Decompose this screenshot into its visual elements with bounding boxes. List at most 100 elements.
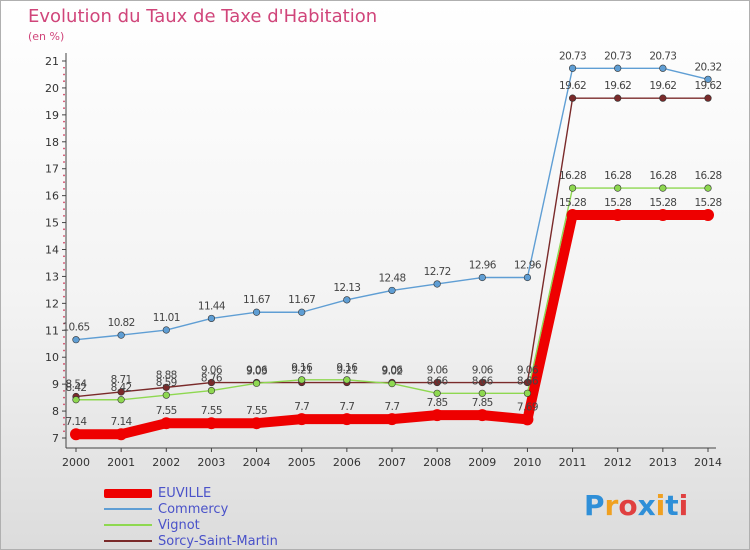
data-point bbox=[207, 387, 216, 395]
data-label: 20.32 bbox=[694, 61, 721, 73]
data-label: 9.21 bbox=[336, 365, 357, 377]
y-minor-tick bbox=[63, 416, 65, 419]
x-tick-label: 2012 bbox=[604, 456, 632, 469]
data-label: 15.28 bbox=[649, 197, 676, 209]
data-point bbox=[207, 314, 216, 323]
data-label: 9.06 bbox=[427, 365, 449, 377]
x-tick-label: 2008 bbox=[423, 456, 451, 469]
logo-letter: t bbox=[665, 489, 679, 522]
data-label: 8.66 bbox=[427, 375, 449, 387]
legend-item-commercy: Commercy bbox=[104, 501, 278, 517]
data-label: 10.82 bbox=[108, 317, 135, 329]
data-label: 9.06 bbox=[472, 365, 494, 377]
y-minor-tick bbox=[63, 369, 65, 372]
data-point bbox=[611, 209, 624, 222]
data-point bbox=[298, 308, 306, 316]
legend-item-sorcy: Sorcy-Saint-Martin bbox=[104, 533, 278, 549]
y-minor-tick bbox=[63, 363, 65, 365]
logo-letter: o bbox=[618, 489, 638, 522]
y-minor-tick bbox=[63, 127, 65, 130]
x-tick-label: 2006 bbox=[333, 456, 361, 469]
data-label: 8.42 bbox=[111, 382, 132, 394]
legend: EUVILLE Commercy Vignot Sorcy-Saint-Mart… bbox=[104, 485, 278, 549]
y-minor-tick bbox=[63, 262, 65, 264]
x-tick-label: 2011 bbox=[559, 456, 587, 469]
y-tick-label: 19 bbox=[45, 109, 59, 122]
data-label: 16.28 bbox=[649, 170, 676, 182]
x-tick-label: 2000 bbox=[62, 456, 90, 469]
data-label: 9.16 bbox=[291, 362, 313, 374]
data-point bbox=[340, 413, 353, 426]
y-minor-tick bbox=[63, 389, 65, 392]
y-minor-tick bbox=[63, 336, 65, 338]
data-label: 15.28 bbox=[694, 197, 721, 209]
data-point bbox=[388, 380, 396, 388]
data-label: 16.28 bbox=[604, 170, 631, 182]
data-label: 9.06 bbox=[201, 365, 223, 377]
y-minor-tick bbox=[63, 154, 65, 157]
data-label: 7.55 bbox=[156, 405, 177, 417]
y-minor-tick bbox=[63, 430, 65, 433]
x-tick-label: 2003 bbox=[197, 456, 225, 469]
y-minor-tick bbox=[63, 93, 65, 96]
data-point bbox=[72, 336, 80, 344]
data-point bbox=[614, 184, 622, 192]
y-tick-label: 11 bbox=[45, 324, 59, 337]
data-label: 19.62 bbox=[604, 80, 631, 92]
y-minor-tick bbox=[63, 120, 65, 123]
data-point bbox=[70, 428, 82, 441]
data-label: 19.62 bbox=[559, 80, 586, 92]
data-point bbox=[433, 280, 441, 288]
data-label: 8.54 bbox=[66, 379, 88, 391]
y-minor-tick bbox=[63, 208, 65, 211]
data-label: 8.76 bbox=[201, 373, 223, 385]
y-tick-label: 20 bbox=[45, 82, 59, 95]
data-point bbox=[117, 331, 125, 339]
y-minor-tick bbox=[63, 80, 65, 83]
y-minor-tick bbox=[63, 181, 65, 184]
data-label: 12.72 bbox=[424, 266, 451, 278]
data-label: 7.7 bbox=[294, 401, 309, 413]
data-point bbox=[566, 209, 579, 222]
y-tick-label: 15 bbox=[45, 217, 59, 230]
data-point bbox=[250, 417, 263, 430]
y-tick-label: 8 bbox=[52, 405, 59, 418]
data-label: 9.03 bbox=[246, 365, 267, 377]
data-point bbox=[614, 94, 622, 102]
data-label: 20.73 bbox=[649, 50, 676, 62]
data-point bbox=[388, 286, 396, 295]
x-tick-label: 2004 bbox=[243, 456, 271, 469]
legend-label-commercy: Commercy bbox=[158, 501, 229, 517]
data-point bbox=[568, 184, 577, 192]
y-minor-tick bbox=[63, 228, 65, 231]
y-minor-tick bbox=[63, 188, 65, 190]
data-label: 7.7 bbox=[385, 401, 400, 413]
data-label: 9.06 bbox=[246, 365, 268, 377]
data-point bbox=[659, 64, 667, 72]
legend-swatch-sorcy bbox=[104, 540, 152, 542]
data-point bbox=[117, 396, 125, 404]
y-minor-tick bbox=[63, 174, 65, 177]
data-label: 8.88 bbox=[156, 369, 177, 381]
data-label: 11.01 bbox=[153, 312, 180, 324]
data-point bbox=[659, 94, 667, 102]
data-label: 20.73 bbox=[604, 50, 631, 62]
data-label: 11.67 bbox=[288, 294, 315, 306]
data-point bbox=[207, 378, 216, 387]
y-minor-tick bbox=[63, 268, 65, 271]
data-point bbox=[704, 184, 712, 192]
y-minor-tick bbox=[63, 147, 65, 150]
data-point bbox=[568, 94, 577, 102]
data-label: 12.48 bbox=[378, 272, 405, 284]
y-tick-label: 16 bbox=[45, 190, 59, 203]
legend-item-vignot: Vignot bbox=[104, 517, 278, 533]
logo-letter: x bbox=[637, 489, 656, 522]
data-point bbox=[162, 391, 170, 399]
data-point bbox=[523, 378, 532, 387]
y-minor-tick bbox=[63, 107, 65, 110]
data-point bbox=[704, 94, 712, 102]
data-label: 16.28 bbox=[694, 170, 721, 182]
data-label: 7.7 bbox=[339, 401, 354, 413]
data-point bbox=[160, 417, 173, 430]
y-tick-label: 10 bbox=[45, 351, 59, 364]
